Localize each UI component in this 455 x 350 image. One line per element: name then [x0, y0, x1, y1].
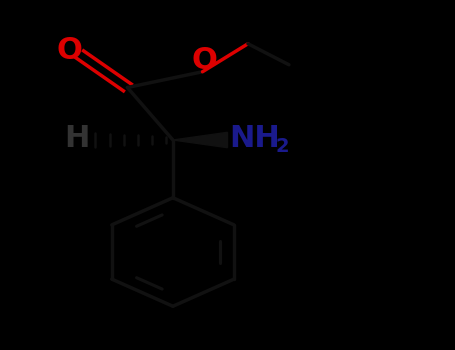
Text: O: O: [57, 36, 82, 65]
Text: NH: NH: [229, 124, 280, 153]
Text: 2: 2: [275, 137, 289, 156]
Text: H: H: [65, 124, 90, 153]
Text: O: O: [192, 46, 217, 75]
Polygon shape: [173, 132, 228, 148]
